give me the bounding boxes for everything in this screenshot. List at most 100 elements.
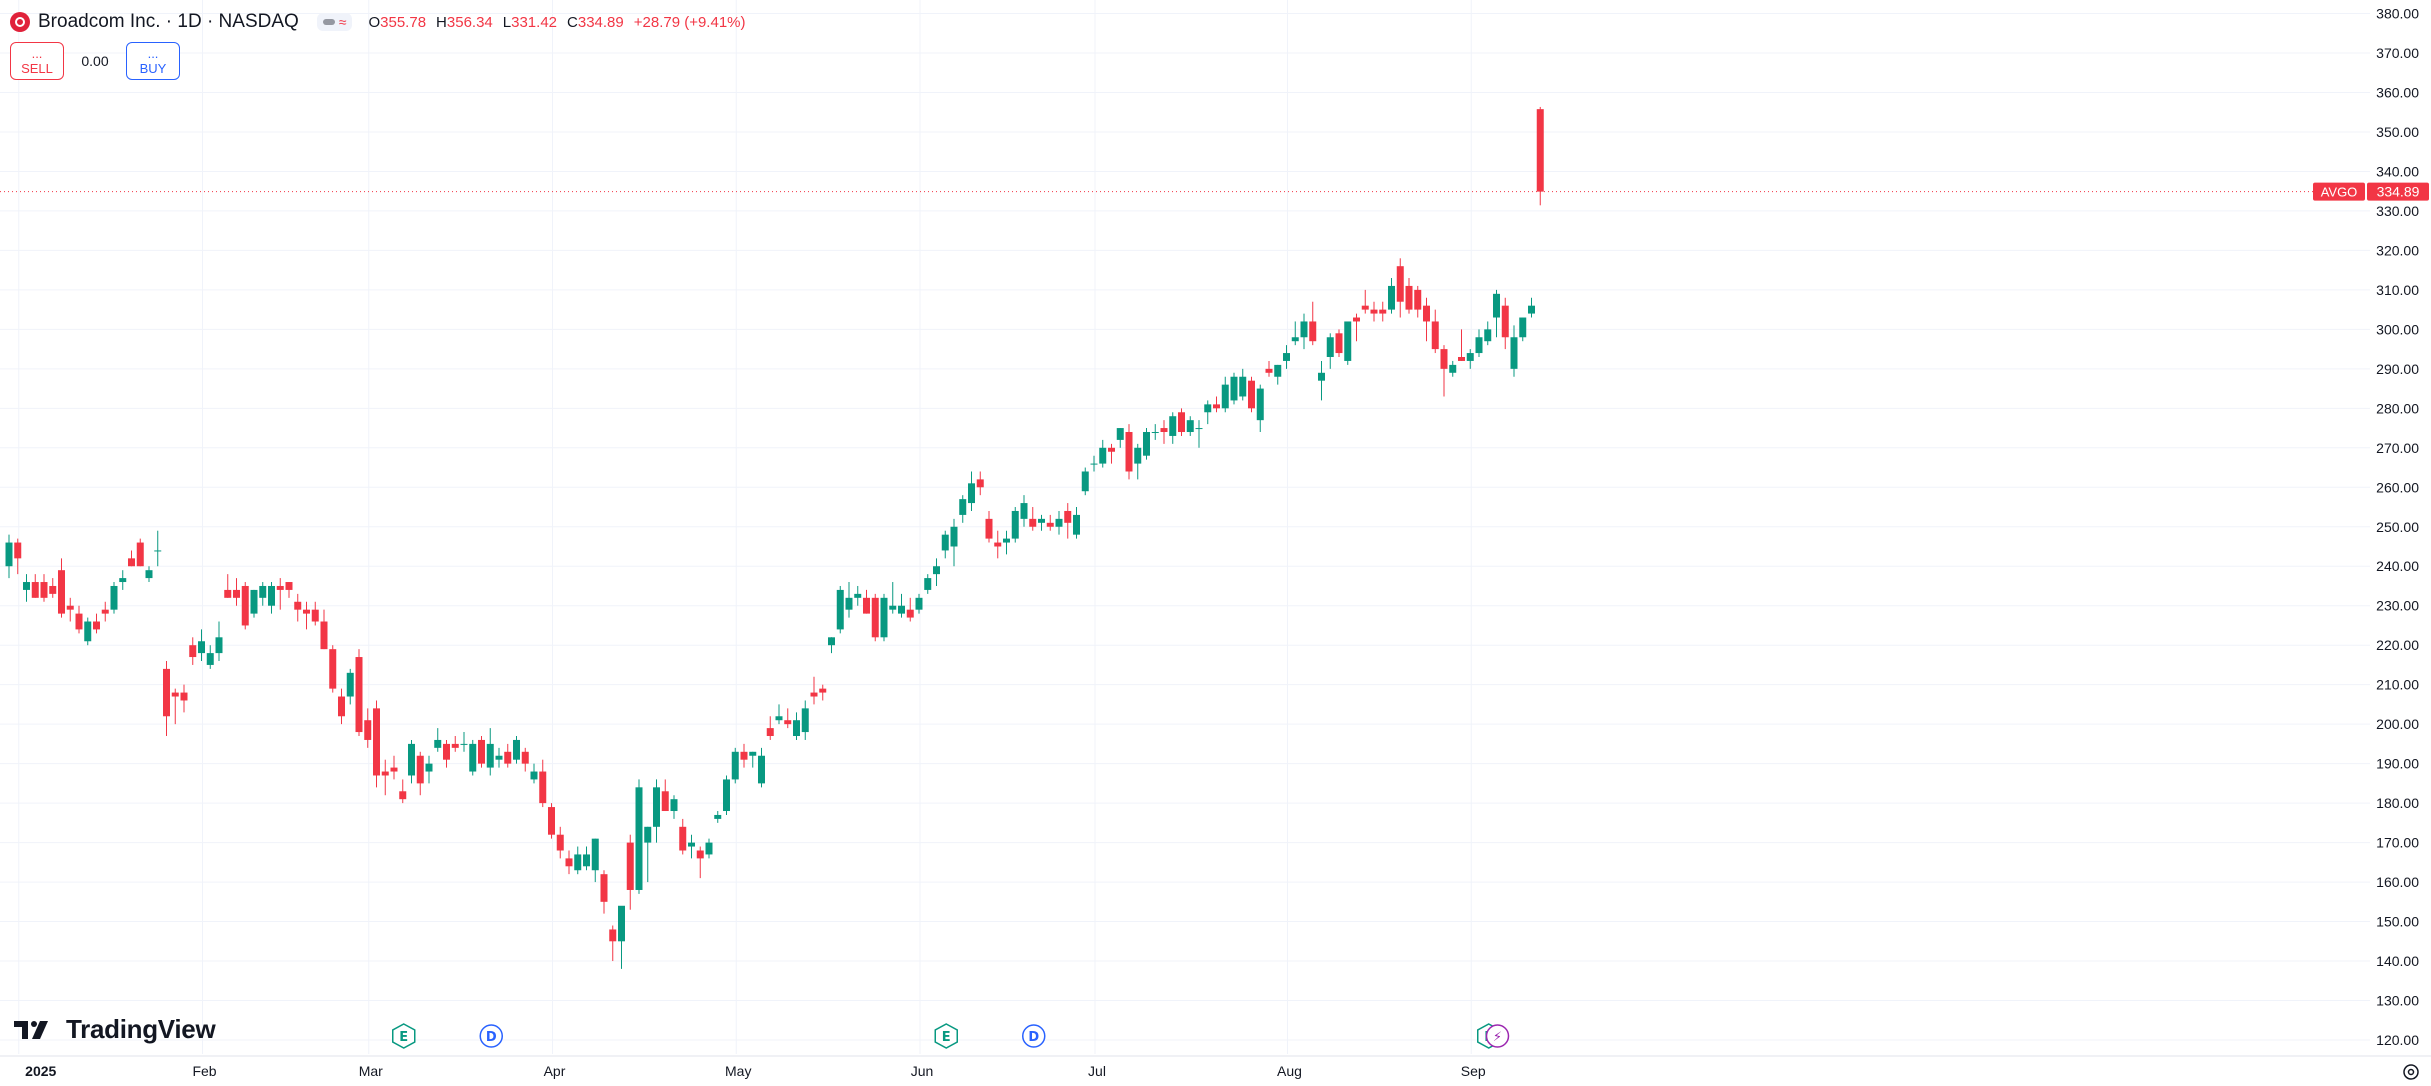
- candle-body: [1090, 463, 1098, 465]
- candle-body: [530, 771, 538, 780]
- candle-body: [338, 696, 345, 717]
- candle-body: [906, 609, 914, 618]
- candle: [1519, 317, 1527, 342]
- dividend-circle: [1022, 1024, 1046, 1048]
- candle-body: [416, 755, 424, 784]
- candle: [136, 538, 144, 567]
- candle-body: [696, 850, 704, 859]
- candle: [915, 593, 923, 614]
- candle: [1186, 416, 1194, 436]
- candle-body: [1379, 309, 1387, 314]
- candle-body: [320, 621, 328, 650]
- candle: [75, 605, 83, 634]
- dividend-circle: [479, 1024, 503, 1048]
- symbol-header: Broadcom Inc. · 1D · NASDAQ ≈ O355.78 H3…: [10, 8, 746, 36]
- candle: [189, 637, 197, 665]
- candle: [679, 818, 687, 855]
- candle-body: [390, 767, 398, 772]
- candle-body: [985, 518, 993, 539]
- candle: [1099, 439, 1107, 468]
- candle: [1440, 345, 1448, 397]
- candle: [548, 803, 555, 839]
- candle: [1493, 289, 1500, 338]
- candle: [1134, 443, 1142, 480]
- events-row: EDEDE⚡: [392, 1023, 1510, 1049]
- candle-body: [346, 672, 354, 697]
- candle-body: [609, 929, 617, 942]
- candle-body: [58, 570, 65, 614]
- candle-body: [180, 692, 188, 701]
- y-tick-label: 120.00: [2376, 1032, 2419, 1048]
- y-tick-label: 180.00: [2376, 795, 2419, 811]
- candle-body: [1239, 376, 1247, 397]
- candle: [1038, 514, 1045, 531]
- candle-body: [1073, 514, 1080, 535]
- tradingview-logo[interactable]: TradingView: [14, 1014, 216, 1045]
- candle-body: [311, 609, 319, 622]
- candle-body: [1466, 353, 1474, 361]
- candle: [1221, 376, 1229, 413]
- candle-body: [766, 728, 774, 737]
- y-tick-label: 350.00: [2376, 124, 2419, 140]
- symbol-title[interactable]: Broadcom Inc. · 1D · NASDAQ: [38, 11, 299, 32]
- candle-body: [495, 755, 503, 760]
- sell-price: ...: [31, 46, 43, 61]
- candle: [224, 574, 232, 598]
- y-tick-label: 270.00: [2376, 440, 2419, 456]
- time-axis[interactable]: 2025 Feb Mar Apr May Jun Jul Aug Sep: [25, 1063, 1486, 1079]
- indicator-toggle[interactable]: ≈: [316, 13, 353, 31]
- y-tick-label: 290.00: [2376, 361, 2419, 377]
- candle-body: [241, 585, 249, 626]
- candle: [1370, 301, 1378, 322]
- candle: [1449, 360, 1457, 377]
- candle: [1020, 495, 1028, 527]
- y-tick-label: 330.00: [2376, 203, 2419, 219]
- close-value: 334.89: [577, 13, 624, 31]
- y-tick-label: 250.00: [2376, 519, 2419, 535]
- candle: [696, 846, 704, 879]
- candle: [1064, 503, 1072, 539]
- settings-icon[interactable]: [2403, 1064, 2419, 1080]
- candle-body: [591, 838, 599, 871]
- candle: [206, 645, 214, 669]
- candle-body: [1169, 416, 1177, 436]
- candle-body: [31, 582, 39, 598]
- candle: [530, 763, 538, 784]
- candle-body: [276, 585, 284, 590]
- candle: [101, 601, 109, 622]
- candle: [1510, 325, 1518, 377]
- candle-body: [653, 787, 660, 827]
- open-value: 355.78: [380, 13, 427, 31]
- earnings-event-icon: E: [934, 1023, 958, 1049]
- candle-body: [233, 589, 240, 598]
- split-event-label: ⚡: [1493, 1030, 1502, 1045]
- candle: [1178, 408, 1185, 436]
- y-tick-label: 240.00: [2376, 558, 2419, 574]
- candle: [486, 728, 494, 776]
- candle-body: [303, 609, 310, 614]
- candle: [670, 795, 678, 819]
- price-axis[interactable]: 120.00 130.00 140.00 150.00 160.00 170.00 180.…: [2367, 6, 2429, 1048]
- candle: [285, 582, 293, 598]
- candle-body: [1300, 321, 1308, 338]
- candle-body: [723, 779, 730, 812]
- candle: [521, 747, 529, 772]
- candle: [556, 826, 564, 859]
- candle: [1204, 400, 1212, 425]
- candle: [871, 593, 879, 642]
- candle: [399, 779, 407, 804]
- candle-body: [1125, 432, 1133, 472]
- candle-body: [189, 645, 197, 658]
- candle: [1396, 258, 1404, 318]
- y-tick-label: 230.00: [2376, 598, 2419, 614]
- sell-button[interactable]: ... SELL: [10, 42, 64, 80]
- y-tick-label: 220.00: [2376, 637, 2419, 653]
- candle: [408, 739, 415, 784]
- candle-body: [1536, 109, 1544, 192]
- y-tick-label: 170.00: [2376, 835, 2419, 851]
- earnings-event-label: E: [399, 1030, 408, 1045]
- candle: [618, 905, 625, 969]
- buy-button[interactable]: ... BUY: [126, 42, 180, 80]
- candle-body: [1204, 404, 1212, 413]
